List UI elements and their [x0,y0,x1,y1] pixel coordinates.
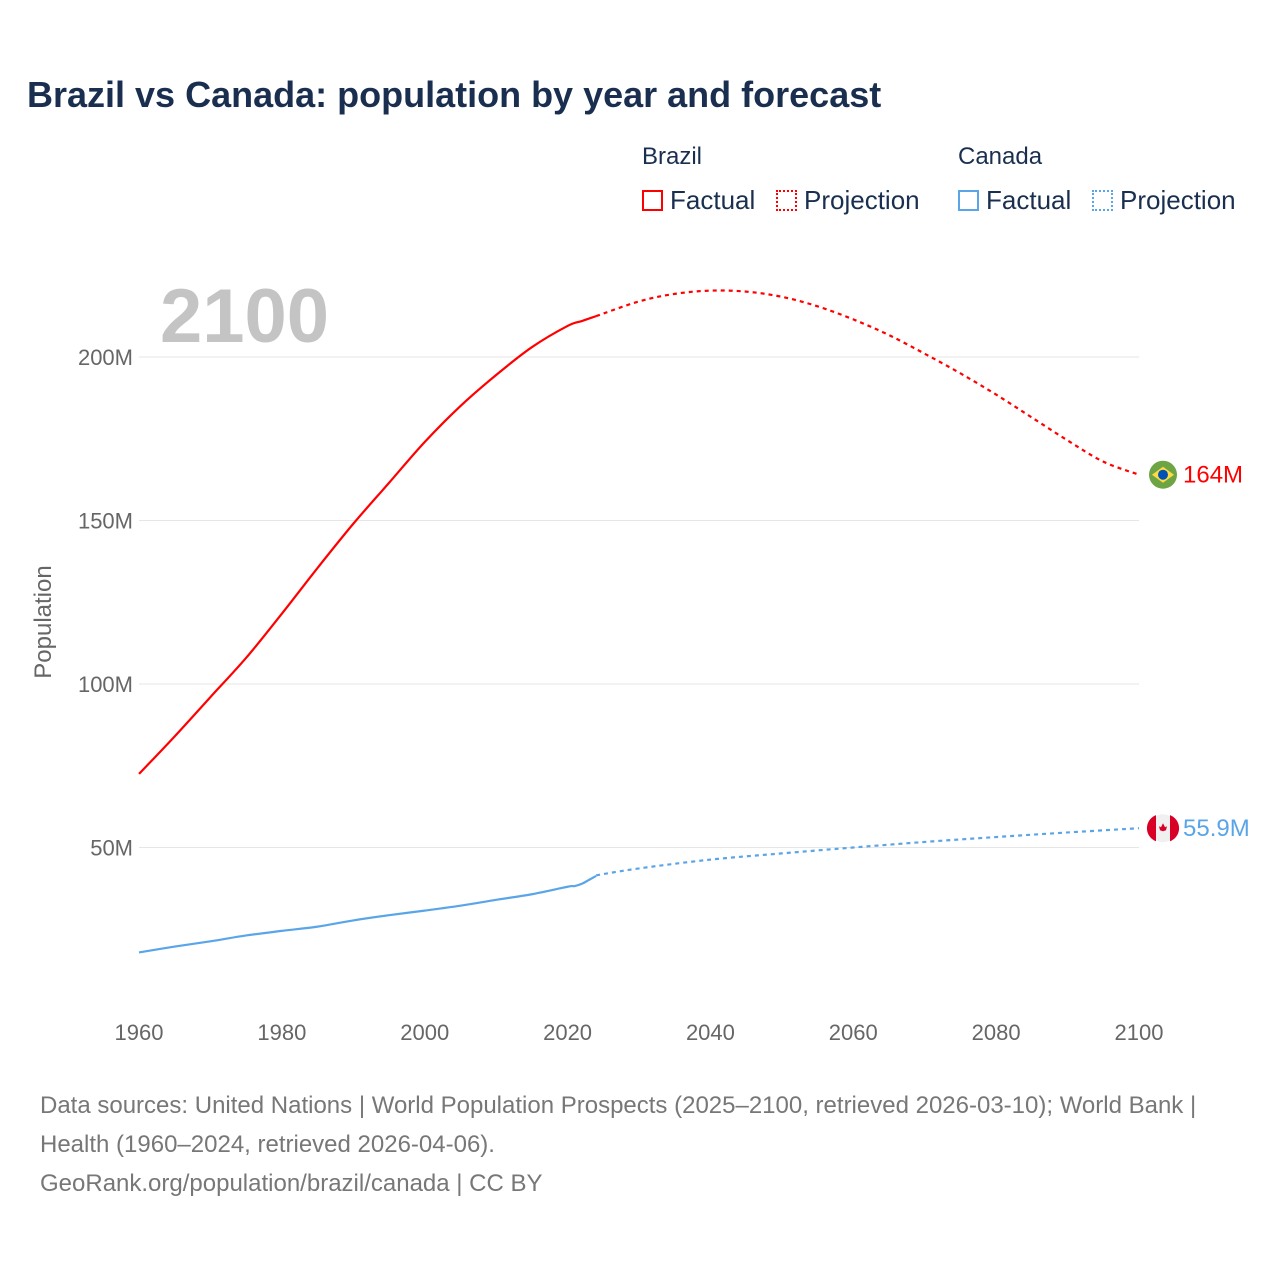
legend-group-canada: Canada [958,143,1043,170]
legend-group-brazil: Brazil [642,143,703,170]
brazil-factual-line [138,315,597,775]
legend-brazil-factual[interactable]: Factual [642,185,755,216]
x-tick-label: 2040 [686,1020,735,1045]
x-tick-label: 2020 [543,1020,592,1045]
data-sources: Data sources: United Nations | World Pop… [40,1092,1197,1158]
legend-swatch-dotted [1092,190,1113,211]
y-tick-label: 100M [78,672,133,697]
brazil-end-label: 164M [1183,462,1243,489]
brazil-projection-line [595,289,1140,476]
x-tick-label: 2080 [972,1020,1021,1045]
legend-brazil-projection[interactable]: Projection [776,185,920,216]
canada-projection-line [595,827,1140,877]
y-tick-label: 200M [78,345,133,370]
credit-link[interactable]: GeoRank.org/population/brazil/canada | C… [40,1170,543,1197]
y-tick-label: 150M [78,509,133,534]
x-tick-label: 1960 [115,1020,164,1045]
legend-label: Factual [670,185,756,215]
y-tick-label: 50M [90,836,133,861]
legend-swatch-solid [642,190,663,211]
legend-canada-factual[interactable]: Factual [958,185,1071,216]
legend-label: Projection [1120,185,1236,215]
canada-end-label: 55.9M [1183,815,1250,842]
legend-label: Projection [804,185,920,215]
legend-canada-projection[interactable]: Projection [1092,185,1236,216]
brazil-flag-icon [1149,460,1177,489]
legend-swatch-dotted [776,190,797,211]
x-tick-label: 2100 [1115,1020,1164,1045]
canada-flag-icon [1146,814,1180,843]
year-overlay: 2100 [160,274,329,359]
chart-title: Brazil vs Canada: population by year and… [27,74,882,115]
footer: Data sources: United Nations | World Pop… [40,1086,1240,1203]
canada-factual-line [138,874,597,954]
x-tick-label: 2060 [829,1020,878,1045]
legend-label: Factual [986,185,1072,215]
x-tick-label: 2000 [400,1020,449,1045]
x-tick-label: 1980 [257,1020,306,1045]
legend-swatch-solid [958,190,979,211]
y-axis-label: Population [30,565,57,678]
